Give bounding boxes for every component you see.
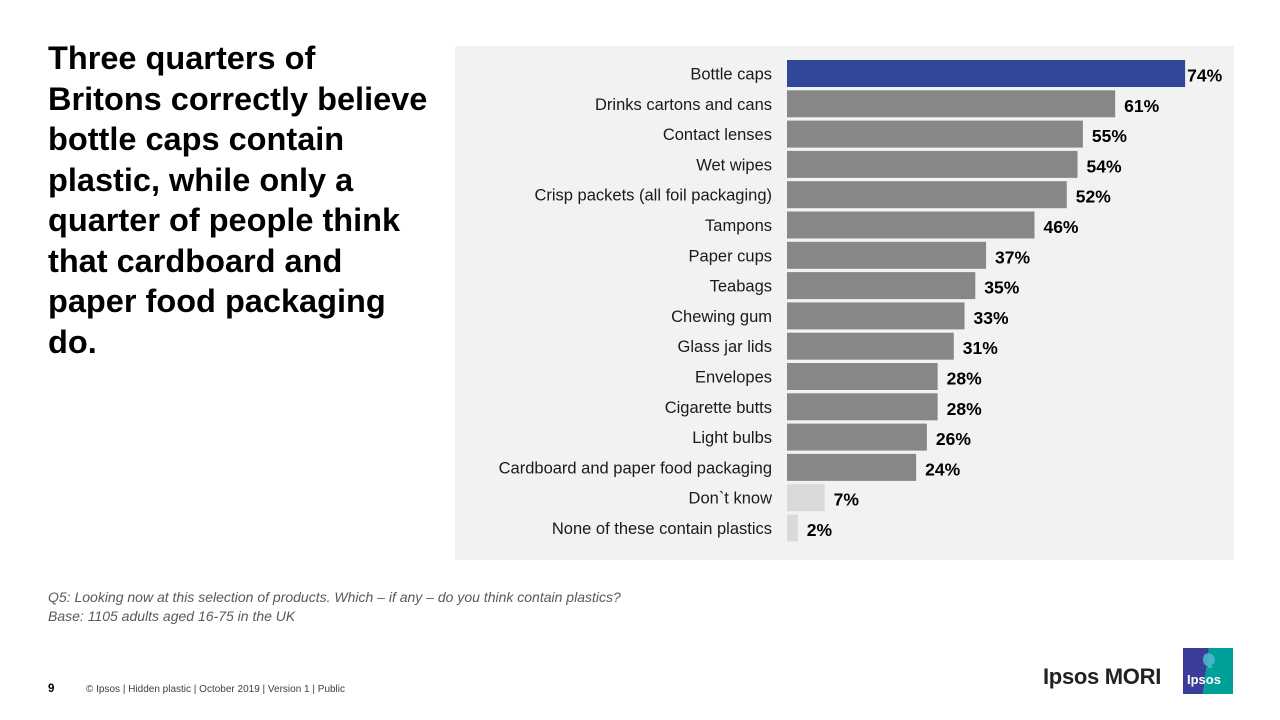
category-label: Cigarette butts	[665, 399, 772, 417]
bar-4	[787, 181, 1067, 209]
value-label: 28%	[947, 369, 982, 389]
category-label: Chewing gum	[671, 308, 772, 326]
bar-chart: Bottle caps 74% Drinks cartons and cans 61%…	[499, 60, 1223, 542]
bar-9	[787, 332, 954, 360]
value-label: 31%	[963, 338, 998, 358]
category-label: Crisp packets (all foil packaging)	[534, 187, 772, 205]
value-label: 52%	[1076, 187, 1111, 207]
category-label: Bottle caps	[690, 66, 772, 84]
category-label: Wet wipes	[696, 156, 772, 174]
category-label: None of these contain plastics	[552, 520, 772, 538]
footer: 9 © Ipsos | Hidden plastic | October 201…	[48, 683, 345, 695]
value-label: 26%	[936, 429, 971, 449]
value-label: 55%	[1092, 126, 1127, 146]
ipsos-logo-icon: Ipsos	[1183, 648, 1233, 694]
category-label: Contact lenses	[663, 126, 772, 144]
category-label: Light bulbs	[692, 429, 772, 447]
value-label: 33%	[974, 308, 1009, 328]
bar-8	[787, 302, 965, 330]
bar-10	[787, 363, 938, 390]
category-label: Drinks cartons and cans	[595, 96, 772, 114]
base-text: Base: 1105 adults aged 16-75 in the UK	[48, 608, 296, 624]
bar-2	[787, 120, 1083, 148]
bar-7	[787, 272, 976, 300]
bar-5	[787, 211, 1035, 239]
bar-12	[787, 423, 927, 451]
category-label: Paper cups	[689, 247, 772, 265]
category-label: Tampons	[705, 217, 772, 235]
bar-14	[787, 484, 825, 512]
brand-name: Ipsos MORI	[1043, 664, 1162, 689]
question-text: Q5: Looking now at this selection of pro…	[48, 589, 621, 605]
value-label: 2%	[807, 520, 833, 540]
bar-chart-panel: Bottle caps 74% Drinks cartons and cans 61%…	[455, 46, 1234, 560]
category-label: Cardboard and paper food packaging	[499, 459, 772, 477]
value-label: 28%	[947, 399, 982, 419]
category-label: Don`t know	[689, 490, 773, 508]
value-label: 24%	[925, 459, 960, 479]
bar-0	[787, 60, 1186, 87]
slide-headline: Three quarters of Britons correctly beli…	[48, 40, 428, 360]
value-label: 54%	[1087, 156, 1122, 176]
value-label: 7%	[834, 490, 860, 510]
bar-15	[787, 514, 798, 542]
survey-notes: Q5: Looking now at this selection of pro…	[48, 588, 768, 626]
logo-graphic	[1183, 648, 1233, 694]
value-label: 46%	[1043, 217, 1078, 237]
bar-1	[787, 90, 1116, 118]
category-label: Teabags	[710, 278, 772, 296]
bar-3	[787, 150, 1078, 178]
value-label: 37%	[995, 247, 1030, 267]
bar-13	[787, 453, 917, 481]
value-label: 74%	[1187, 66, 1222, 86]
footer-text: © Ipsos | Hidden plastic | October 2019 …	[86, 683, 346, 695]
logo-text: Ipsos	[1187, 672, 1221, 687]
value-label: 61%	[1124, 96, 1159, 116]
page-number: 9	[48, 683, 55, 695]
category-label: Envelopes	[695, 369, 772, 387]
value-label: 35%	[984, 278, 1019, 298]
category-label: Glass jar lids	[678, 338, 772, 356]
bar-6	[787, 241, 987, 269]
bar-11	[787, 393, 938, 421]
